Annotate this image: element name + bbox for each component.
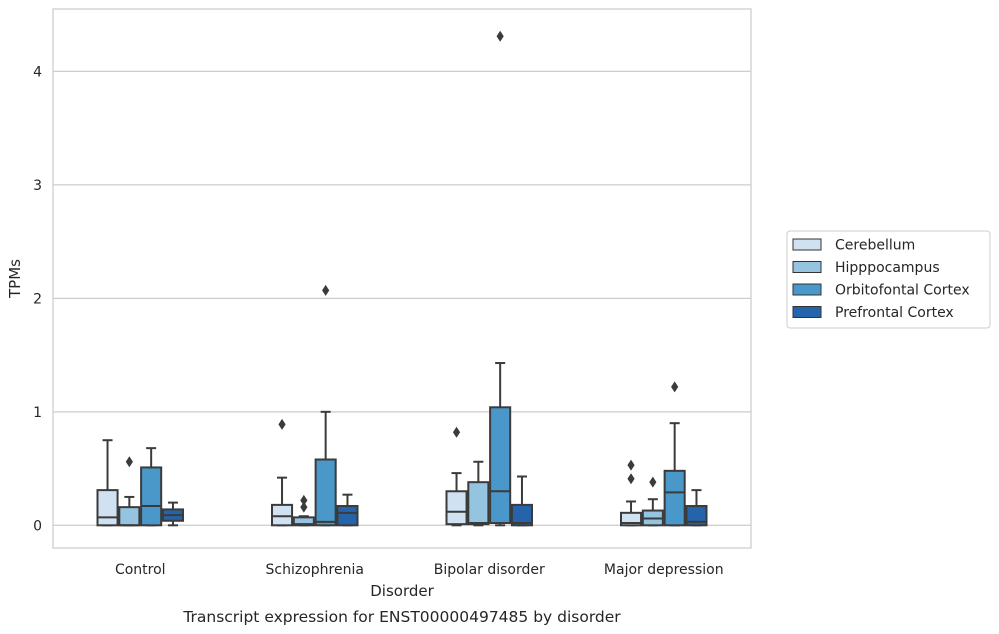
legend-label: Prefrontal Cortex: [835, 305, 954, 321]
outlier-point: [627, 473, 635, 485]
box-1-2: [467, 460, 490, 527]
outlier-point: [300, 501, 308, 513]
box-rect: [510, 503, 534, 527]
outlier-point: [300, 494, 308, 506]
box-2-3: [663, 381, 686, 527]
box-rect: [96, 489, 119, 527]
legend-swatch: [792, 261, 822, 273]
box-0-2: [445, 426, 468, 527]
box-rect: [685, 505, 708, 527]
box-series: [96, 30, 708, 527]
y-tick-label: 4: [33, 64, 42, 80]
box-rect: [445, 490, 468, 526]
box-rect: [118, 506, 141, 527]
legend-label: Orbitofontal Cortex: [835, 283, 970, 299]
outlier-point: [671, 381, 679, 393]
y-tick-label: 2: [33, 291, 42, 307]
legend-swatch: [792, 306, 822, 318]
x-tick-label: Schizophrenia: [266, 562, 364, 578]
box-1-3: [641, 476, 664, 527]
outlier-point: [627, 459, 635, 471]
y-tick-label: 3: [33, 178, 42, 194]
legend-swatch: [792, 238, 822, 251]
outlier-point: [278, 418, 286, 430]
x-axis-ticks: Control Schizophrenia Bipolar disorder Majo…: [115, 562, 724, 578]
x-axis-label: Disorder: [370, 582, 434, 600]
y-axis-ticks: 0 1 2 3 4: [33, 64, 42, 534]
box-rect: [663, 469, 686, 527]
outlier-point: [322, 284, 330, 296]
legend: Cerebellum Hipppocampus Orbitofontal Corte…: [786, 230, 991, 329]
chart-caption: Transcript expression for ENST0000049748…: [182, 608, 621, 626]
x-tick-label: Major depression: [604, 562, 724, 578]
plot-area-frame: [52, 8, 752, 549]
box-0-3: [619, 459, 643, 527]
box-rect: [292, 516, 315, 527]
y-tick-label: 1: [33, 405, 42, 421]
box-1-0: [118, 456, 141, 527]
box-2-0: [140, 447, 163, 527]
x-tick-label: Bipolar disorder: [434, 562, 545, 578]
outlier-point: [649, 476, 657, 488]
box-rect: [489, 406, 512, 525]
box-1-1: [292, 494, 315, 527]
box-rect: [270, 503, 294, 527]
box-2-2: [489, 30, 512, 527]
y-axis-label: TPMs: [6, 259, 24, 299]
legend-label: Hipppocampus: [835, 260, 940, 276]
box-0-1: [270, 418, 294, 527]
outlier-point: [496, 30, 504, 42]
x-tick-label: Control: [115, 562, 166, 578]
box-rect: [314, 458, 337, 527]
box-3-3: [685, 489, 708, 527]
box-rect: [140, 466, 163, 527]
box-3-0: [161, 501, 185, 527]
box-rect: [467, 481, 490, 526]
legend-label: Cerebellum: [835, 238, 915, 254]
outlier-point: [452, 426, 461, 438]
legend-frame: [786, 230, 991, 329]
box-3-1: [336, 493, 359, 527]
box-2-1: [314, 284, 337, 527]
y-tick-label: 0: [33, 518, 42, 534]
box-rect: [336, 505, 359, 527]
box-3-2: [510, 475, 534, 527]
outlier-point: [125, 456, 133, 468]
box-0-0: [96, 439, 119, 527]
legend-swatch: [792, 283, 822, 296]
